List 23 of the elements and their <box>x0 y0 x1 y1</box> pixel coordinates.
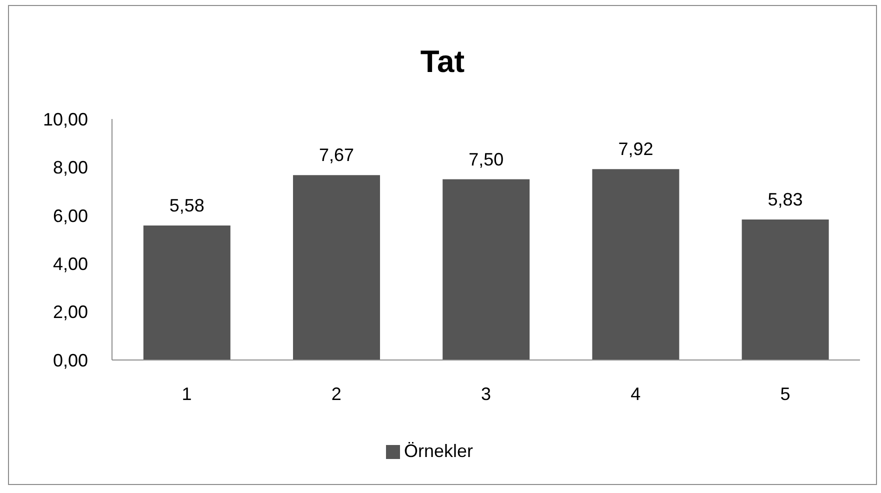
x-tick-label: 2 <box>331 384 342 404</box>
data-label: 7,67 <box>318 145 354 166</box>
bar <box>293 175 380 360</box>
x-tick-label: 1 <box>182 384 192 404</box>
y-tick-label: 8,00 <box>52 158 88 178</box>
x-tick-label: 5 <box>780 384 790 404</box>
y-tick-label: 6,00 <box>52 206 88 226</box>
y-tick-label: 4,00 <box>52 254 88 274</box>
legend-label: Örnekler <box>404 441 474 461</box>
x-tick-label: 3 <box>480 384 492 404</box>
y-tick-label: 2,00 <box>52 302 88 322</box>
bar <box>442 179 530 360</box>
y-tick-label: 10,00 <box>42 109 88 130</box>
data-label: 7,92 <box>618 139 654 160</box>
y-tick-label: 0,00 <box>52 350 88 370</box>
bar <box>143 226 230 360</box>
data-label: 7,50 <box>468 149 504 170</box>
bar <box>742 219 829 360</box>
x-tick-label: 4 <box>630 384 641 404</box>
chart-title: Tat <box>419 43 466 81</box>
data-label: 5,83 <box>768 189 803 210</box>
bar <box>592 169 680 360</box>
data-label: 5,58 <box>169 196 204 216</box>
